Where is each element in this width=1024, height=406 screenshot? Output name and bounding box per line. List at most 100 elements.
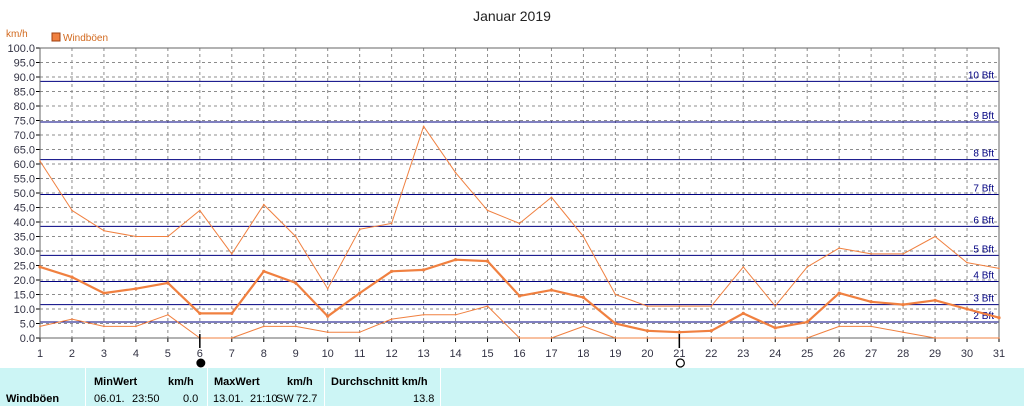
data-point-max <box>167 235 169 238</box>
min-unit: km/h <box>168 376 194 388</box>
data-point-min <box>454 314 457 316</box>
data-point-min <box>326 331 329 334</box>
x-tick-label: 15 <box>481 348 493 360</box>
x-tick-label: 1 <box>37 348 43 360</box>
x-tick-label: 29 <box>929 348 941 360</box>
x-tick-label: 13 <box>417 348 429 360</box>
legend-swatch <box>51 32 61 42</box>
data-point-max <box>934 235 936 238</box>
x-tick-label: 30 <box>961 348 973 360</box>
y-tick-label: 0.0 <box>20 333 35 345</box>
max-unit: km/h <box>287 376 313 388</box>
data-point-max <box>902 253 904 255</box>
beaufort-label: 8 Bft <box>973 149 994 160</box>
data-point-min <box>135 325 137 328</box>
y-tick-label: 95.0 <box>14 58 35 70</box>
x-tick-label: 25 <box>801 348 813 360</box>
data-point-mean <box>517 294 522 298</box>
data-point-mean <box>102 291 106 295</box>
x-tick-label: 20 <box>641 348 653 360</box>
full-moon-icon <box>675 358 685 368</box>
avg-value: 13.8 <box>413 393 435 405</box>
data-point-min <box>422 314 425 316</box>
footer-row-label: Windböen <box>6 393 60 405</box>
min-time: 23:50 <box>132 393 160 405</box>
x-tick-label: 9 <box>293 348 299 360</box>
y-tick-label: 45.0 <box>14 203 35 215</box>
data-point-max <box>582 235 585 238</box>
data-point-max <box>199 209 201 212</box>
x-tick-label: 31 <box>993 348 1005 360</box>
y-tick-label: 65.0 <box>14 145 35 157</box>
x-tick-label: 17 <box>545 348 557 360</box>
max-header: MaxWert <box>214 376 260 388</box>
data-point-min <box>231 337 233 339</box>
data-point-max <box>774 305 777 307</box>
x-tick-label: 16 <box>513 348 525 360</box>
x-tick-label: 22 <box>705 348 717 360</box>
data-point-mean <box>709 329 713 333</box>
footer-max-cell <box>208 368 324 406</box>
y-tick-label: 60.0 <box>14 159 35 171</box>
x-tick-label: 23 <box>737 348 749 360</box>
beaufort-label: 2 Bft <box>973 311 994 322</box>
x-tick-label: 11 <box>354 348 365 360</box>
x-tick-label: 5 <box>165 348 171 360</box>
footer-label-cell <box>0 368 85 406</box>
data-point-min <box>103 325 105 328</box>
data-point-mean <box>70 275 74 279</box>
data-point-max <box>742 266 745 268</box>
data-point-max <box>390 222 393 225</box>
data-point-max <box>103 229 105 232</box>
data-point-min <box>966 337 968 339</box>
x-tick-label: 2 <box>69 348 75 360</box>
data-point-min <box>998 337 1000 339</box>
data-point-mean <box>390 269 394 273</box>
data-point-mean <box>422 268 426 272</box>
data-point-mean <box>485 259 490 263</box>
x-tick-label: 4 <box>133 348 139 360</box>
data-point-max <box>806 266 808 268</box>
data-point-mean <box>997 316 1001 320</box>
data-point-max <box>262 203 265 206</box>
data-point-min <box>358 331 361 334</box>
data-point-max <box>870 253 872 255</box>
data-point-min <box>167 314 169 316</box>
data-point-mean <box>837 291 841 295</box>
data-point-min <box>838 325 840 328</box>
data-point-max <box>646 305 649 307</box>
data-point-max <box>614 293 617 296</box>
data-point-max <box>39 160 41 162</box>
data-point-mean <box>326 314 330 318</box>
max-date: 13.01. <box>213 393 244 405</box>
data-point-mean <box>38 265 42 269</box>
data-point-max <box>998 267 1000 270</box>
data-point-mean <box>453 258 458 262</box>
beaufort-label: 6 Bft <box>973 215 994 226</box>
data-point-min <box>870 325 872 328</box>
data-point-min <box>934 337 936 339</box>
data-point-mean <box>294 281 298 285</box>
data-point-max <box>518 222 521 225</box>
y-tick-label: 80.0 <box>14 101 35 113</box>
new-moon-icon <box>196 358 206 368</box>
data-point-mean <box>230 311 234 315</box>
data-point-max <box>710 305 713 307</box>
y-tick-label: 70.0 <box>14 130 35 142</box>
data-point-mean <box>869 300 873 304</box>
data-point-mean <box>741 311 745 315</box>
y-tick-label: 20.0 <box>14 275 35 287</box>
y-tick-label: 90.0 <box>14 72 35 84</box>
data-point-max <box>966 261 968 264</box>
beaufort-label: 7 Bft <box>973 183 994 194</box>
y-tick-label: 40.0 <box>14 217 35 229</box>
y-tick-label: 10.0 <box>14 304 35 316</box>
data-point-min <box>518 337 521 339</box>
x-tick-label: 12 <box>386 348 398 360</box>
data-point-mean <box>549 288 554 292</box>
data-point-mean <box>645 329 649 333</box>
y-tick-label: 55.0 <box>14 174 35 186</box>
data-point-min <box>550 337 553 339</box>
x-tick-label: 3 <box>101 348 107 360</box>
beaufort-label: 9 Bft <box>973 111 994 122</box>
